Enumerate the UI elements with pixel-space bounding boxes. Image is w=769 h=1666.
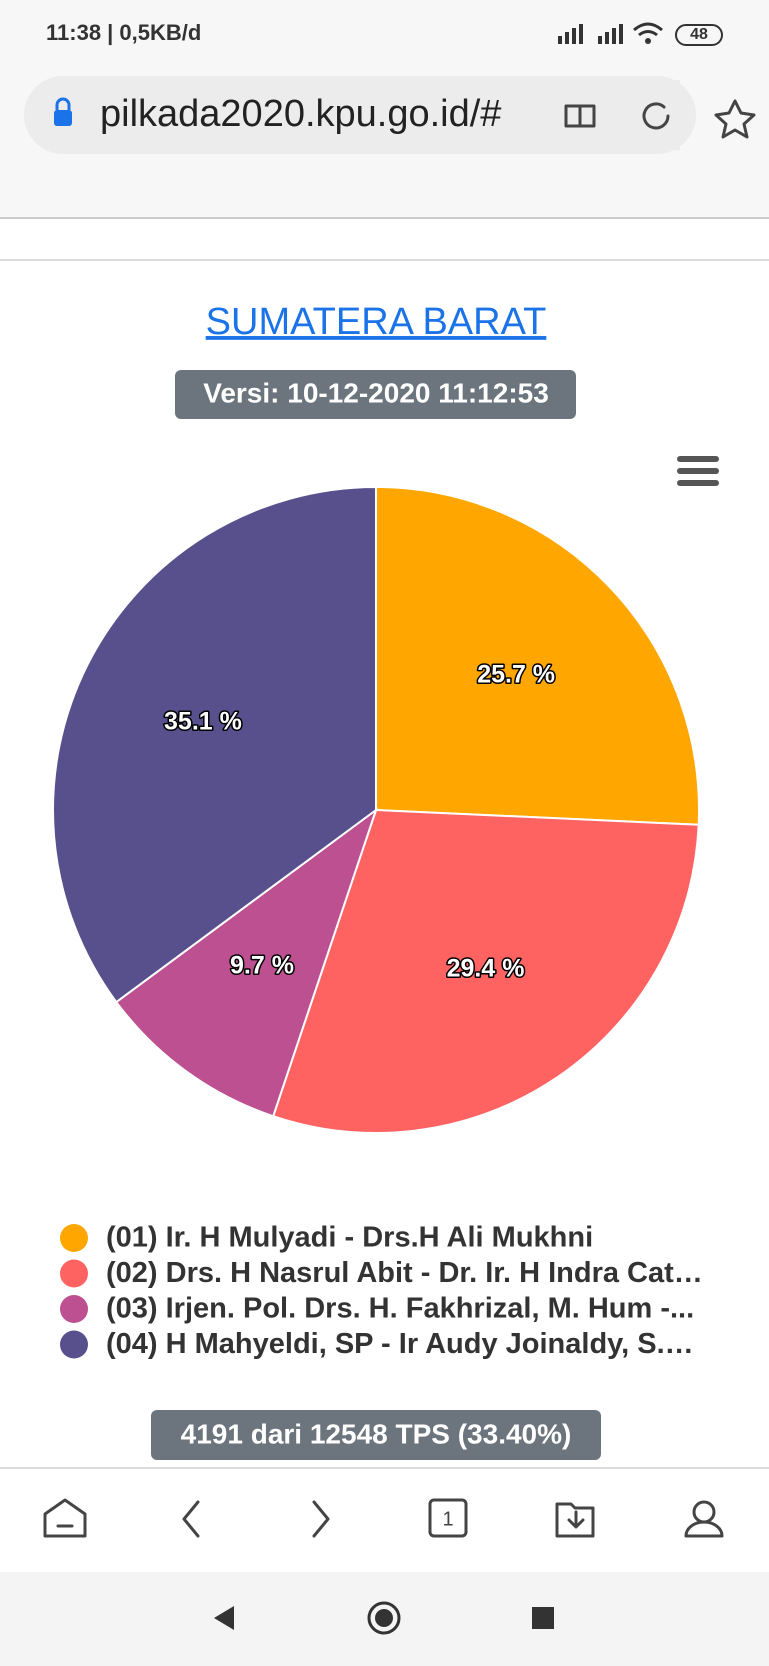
legend-swatch [60, 1259, 88, 1288]
sys-recent[interactable] [532, 1607, 554, 1629]
reload-icon[interactable] [642, 102, 670, 130]
bottom-toolbar [0, 1468, 769, 1572]
battery: 48 [690, 26, 708, 43]
url-text[interactable]: pilkada2020.kpu.go.id/# [100, 93, 501, 135]
downloads-button[interactable] [555, 1502, 595, 1538]
legend-entry[interactable]: (01) Ir. H Mulyadi - Drs.H Ali Mukhni [106, 1222, 593, 1254]
lock-icon [54, 110, 72, 126]
pie-slice [271, 808, 700, 1134]
progress-text: 4191 dari 12548 TPS (33.40%) [181, 1418, 572, 1449]
region-title[interactable]: SUMATERA BARAT [206, 301, 547, 343]
pie-slice [375, 485, 700, 826]
profile-button[interactable] [684, 1500, 724, 1538]
forward-button[interactable] [312, 1500, 330, 1538]
legend-swatch [60, 1224, 88, 1252]
home-button[interactable] [43, 1498, 87, 1538]
data-label: 29.4 % [447, 954, 525, 982]
sys-home[interactable] [367, 1601, 401, 1635]
data-label: 9.7 % [230, 951, 294, 979]
tab-count: 1 [442, 1508, 453, 1530]
pie-slice [52, 485, 377, 1004]
pie-slice [114, 807, 378, 1118]
sys-back[interactable] [214, 1606, 234, 1630]
pie-chart: 25.7 % 29.4 % 9.7 % 35.1 % [52, 485, 700, 1134]
url-fade [520, 80, 680, 150]
legend-entry[interactable]: (03) Irjen. Pol. Drs. H. Fakhrizal, M. H… [106, 1293, 694, 1325]
version-badge [175, 370, 576, 419]
bookmark-icon[interactable] [714, 99, 756, 139]
data-label: 35.1 % [164, 707, 242, 735]
legend-swatch [60, 1295, 88, 1323]
reader-icon[interactable] [564, 104, 596, 128]
progress-badge [151, 1410, 601, 1460]
sys-home-dot [375, 1609, 393, 1627]
back-button[interactable] [182, 1500, 200, 1538]
tabs-button[interactable] [428, 1498, 468, 1538]
legend-entry[interactable]: (04) H Mahyeldi, SP - Ir Audy Joinaldy, … [106, 1328, 694, 1360]
status-icons [558, 22, 723, 46]
status-time: 11:38 | 0,5KB/d [46, 20, 201, 45]
legend-entry[interactable]: (02) Drs. H Nasrul Abit - Dr. Ir. H Indr… [106, 1257, 703, 1289]
data-label: 25.7 % [477, 661, 555, 689]
version-text: Versi: 10-12-2020 11:12:53 [203, 377, 549, 408]
chart-menu[interactable] [677, 456, 719, 486]
legend: (01) Ir. H Mulyadi - Drs.H Ali Mukhni(02… [60, 1222, 703, 1360]
legend-swatch [60, 1330, 88, 1359]
lock-shackle [55, 97, 71, 110]
